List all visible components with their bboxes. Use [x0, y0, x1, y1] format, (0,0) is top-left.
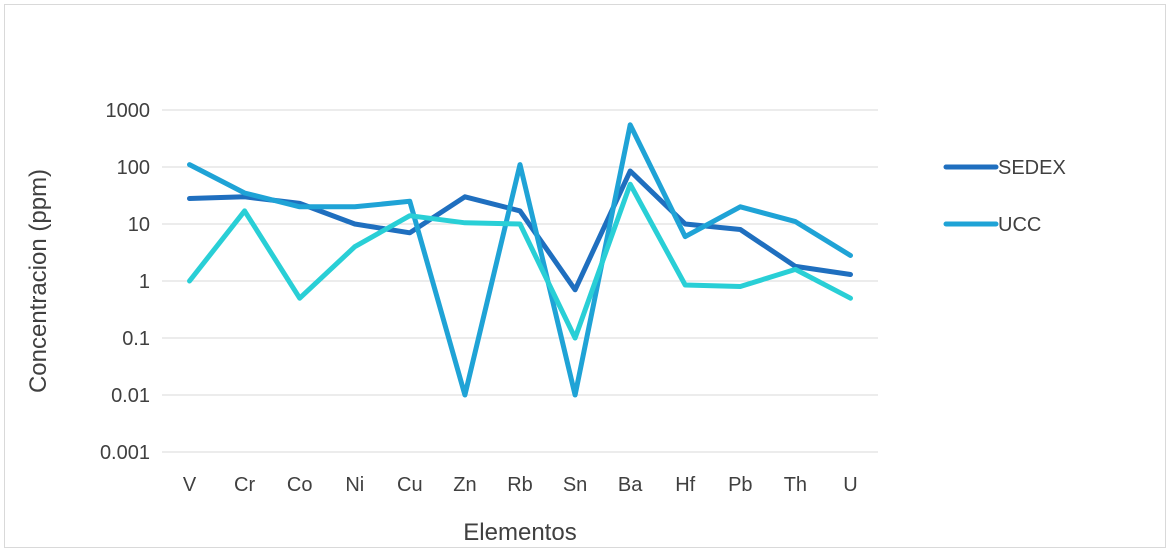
x-tick-label: Co	[287, 474, 313, 496]
series-line-1	[187, 122, 853, 398]
x-tick-label: Ni	[345, 474, 364, 496]
x-tick-label: Sn	[563, 474, 587, 496]
legend-label-ucc: UCC	[998, 214, 1041, 236]
x-tick-label: Hf	[675, 474, 695, 496]
legend: SEDEX UCC	[943, 157, 1066, 236]
series-line-2	[187, 181, 853, 341]
x-tick-label: U	[843, 474, 857, 496]
y-axis-title: Concentracion (ppm)	[25, 169, 52, 393]
x-tick-label: Rb	[507, 474, 533, 496]
gridlines	[162, 109, 878, 453]
y-tick-labels: 0.001 0.01 0.1 1 10 100 1000	[100, 100, 150, 464]
x-tick-label: Cu	[397, 474, 423, 496]
y-tick-label: 0.01	[111, 385, 150, 407]
x-axis-title: Elementos	[463, 519, 576, 546]
series-line-0	[187, 168, 853, 293]
x-tick-label: V	[183, 474, 197, 496]
series-lines	[187, 122, 853, 398]
legend-label-sedex: SEDEX	[998, 157, 1066, 179]
x-tick-label: Zn	[453, 474, 476, 496]
y-tick-label: 1000	[106, 100, 151, 122]
x-tick-label: Cr	[234, 474, 255, 496]
x-tick-label: Th	[784, 474, 807, 496]
y-tick-label: 0.1	[122, 328, 150, 350]
y-tick-label: 100	[117, 157, 150, 179]
y-tick-label: 0.001	[100, 442, 150, 464]
y-tick-label: 10	[128, 214, 150, 236]
x-tick-label: Pb	[728, 474, 752, 496]
chart-frame	[4, 4, 1166, 548]
x-tick-label: Ba	[618, 474, 643, 496]
y-tick-label: 1	[139, 271, 150, 293]
x-tick-labels: V Cr Co Ni Cu Zn Rb Sn Ba Hf Pb Th U	[183, 474, 858, 496]
